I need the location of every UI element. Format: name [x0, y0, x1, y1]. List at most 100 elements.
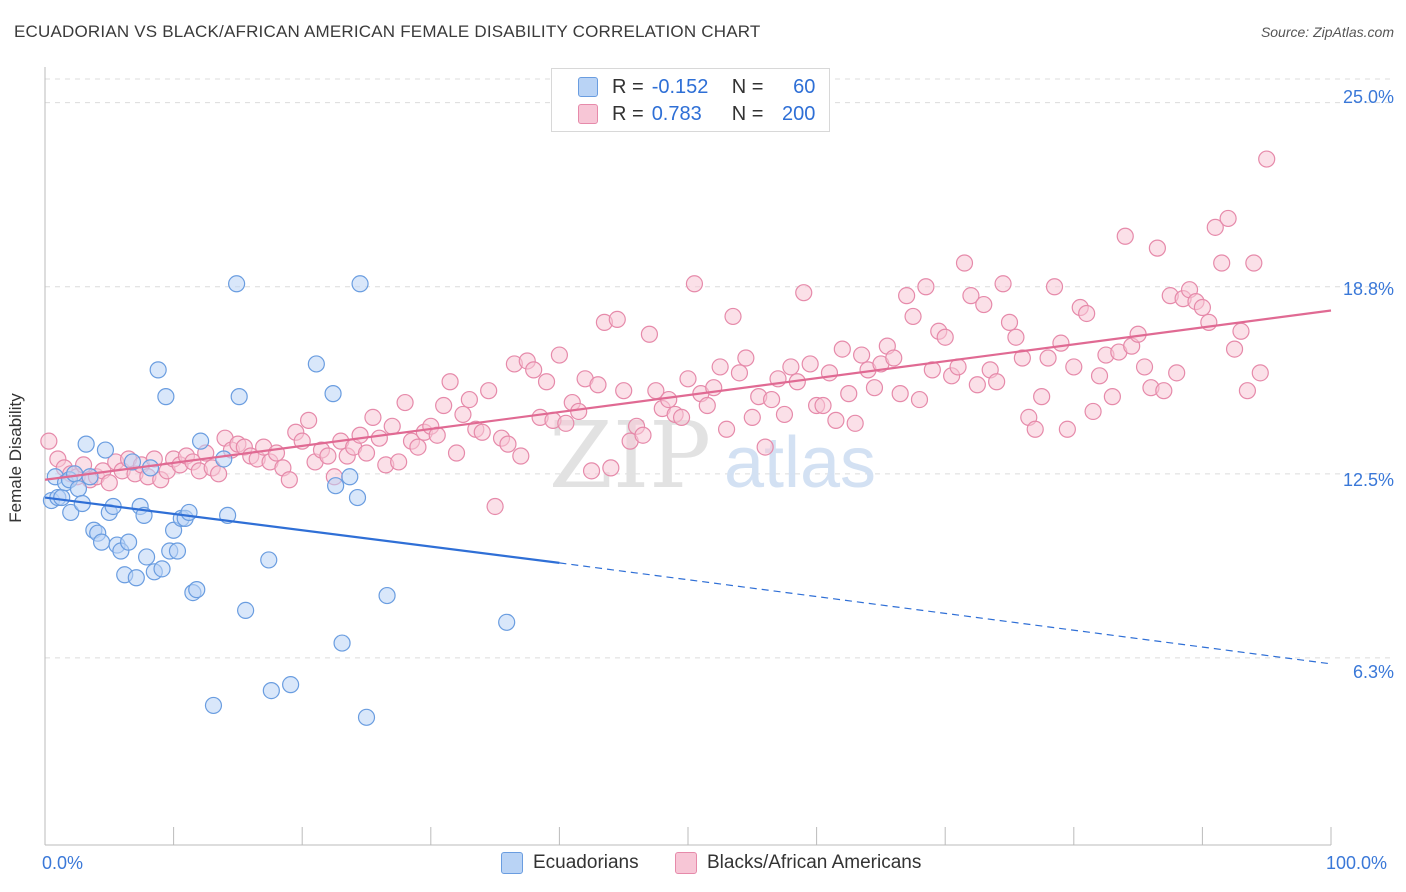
- data-point-ecuadorians: [96, 441, 115, 459]
- y-tick-label-18-8: 18.8%: [1342, 279, 1394, 299]
- data-point-blacks: [853, 346, 871, 364]
- chart-title: ECUADORIAN VS BLACK/AFRICAN AMERICAN FEM…: [14, 22, 761, 41]
- data-point-ecuadorians: [260, 551, 278, 569]
- data-point-blacks: [1258, 150, 1276, 168]
- trend-lines: [44, 309, 1332, 665]
- data-point-blacks: [409, 438, 427, 456]
- data-point-blacks: [833, 340, 851, 358]
- data-point-blacks: [904, 307, 922, 326]
- legend-n-value: 200: [782, 102, 816, 125]
- data-point-blacks: [955, 254, 974, 272]
- data-point-ecuadorians: [157, 388, 175, 406]
- data-point-ecuadorians: [81, 468, 99, 486]
- data-point-blacks: [357, 444, 376, 462]
- data-point-blacks: [608, 310, 626, 329]
- data-point-blacks: [1232, 322, 1250, 340]
- data-point-ecuadorians: [230, 388, 248, 406]
- data-point-ecuadorians: [141, 459, 160, 477]
- data-point-blacks: [615, 382, 633, 400]
- data-point-ecuadorians: [333, 634, 351, 652]
- data-point-blacks: [1116, 227, 1134, 245]
- data-point-blacks: [801, 355, 819, 373]
- data-point-blacks: [988, 373, 1006, 391]
- data-point-blacks: [917, 278, 935, 296]
- data-point-blacks: [486, 497, 504, 516]
- data-point-blacks: [210, 465, 228, 483]
- data-point-blacks: [1135, 358, 1154, 376]
- data-point-blacks: [1007, 328, 1025, 346]
- data-point-blacks: [100, 474, 118, 492]
- data-point-blacks: [1245, 254, 1263, 272]
- data-point-blacks: [1084, 402, 1102, 421]
- legend-swatch-pink: [578, 104, 598, 124]
- data-point-blacks: [537, 373, 556, 391]
- legend-item-blacks: Blacks/African Americans: [675, 852, 921, 874]
- legend-label-ecuadorians: Ecuadorians: [533, 852, 639, 873]
- legend-n-value: 60: [793, 75, 816, 98]
- y-tick-label-25: 25.0%: [1342, 87, 1394, 107]
- data-point-ecuadorians: [62, 503, 80, 522]
- data-point-blacks: [1168, 364, 1186, 382]
- trend-line-ecuadorians: [44, 496, 560, 564]
- data-point-ecuadorians: [127, 569, 145, 587]
- legend-swatch-ecuadorians: [501, 852, 523, 874]
- data-point-blacks: [557, 414, 575, 432]
- data-point-blacks: [968, 376, 986, 394]
- data-point-blacks: [975, 295, 993, 314]
- data-point-blacks: [570, 402, 588, 421]
- data-point-blacks: [370, 429, 388, 447]
- data-point-blacks: [640, 325, 659, 343]
- data-point-blacks: [820, 364, 839, 382]
- trend-line-ecuadorians-extrapolated: [559, 562, 1332, 665]
- data-point-blacks: [737, 349, 755, 367]
- data-point-ecuadorians: [348, 488, 367, 507]
- data-point-ecuadorians: [282, 676, 300, 694]
- data-point-blacks: [390, 453, 408, 471]
- data-point-blacks: [351, 426, 369, 444]
- data-point-blacks: [1238, 382, 1257, 400]
- legend-row-blacks: R = 0.783 N = 200: [578, 102, 815, 126]
- legend-item-ecuadorians: Ecuadorians: [501, 852, 639, 874]
- data-point-blacks: [1219, 209, 1237, 228]
- data-point-blacks: [319, 447, 337, 465]
- data-point-ecuadorians: [327, 477, 345, 495]
- data-point-blacks: [435, 396, 453, 415]
- data-point-blacks: [1052, 334, 1070, 352]
- data-point-ecuadorians: [498, 613, 516, 631]
- legend-r-label: R =: [612, 102, 644, 125]
- data-point-blacks: [1065, 358, 1083, 376]
- data-point-ecuadorians: [65, 465, 84, 483]
- data-point-blacks: [756, 438, 774, 456]
- data-point-blacks: [582, 462, 601, 480]
- data-point-blacks: [1193, 298, 1212, 317]
- data-point-blacks: [480, 382, 498, 400]
- watermark: ZIP atlas: [549, 402, 876, 509]
- data-point-blacks: [512, 447, 530, 465]
- y-tick-label-6-3: 6.3%: [1352, 662, 1394, 682]
- data-point-blacks: [685, 275, 704, 293]
- data-point-blacks: [730, 364, 749, 382]
- data-point-blacks: [441, 373, 459, 391]
- data-point-blacks: [602, 459, 620, 477]
- data-point-blacks: [364, 408, 382, 426]
- data-point-blacks: [724, 307, 742, 326]
- data-point-ecuadorians: [123, 453, 142, 471]
- data-point-ecuadorians: [168, 542, 187, 560]
- data-point-ecuadorians: [357, 708, 376, 726]
- axes: [44, 67, 1332, 846]
- data-point-ecuadorians: [204, 696, 223, 715]
- data-point-blacks: [1148, 239, 1166, 257]
- data-point-blacks: [910, 390, 929, 409]
- x-tick-label-min: 0.0%: [42, 853, 84, 873]
- legend-n-label: N =: [731, 75, 764, 98]
- legend-swatch-blue: [578, 77, 598, 97]
- data-point-blacks: [782, 358, 800, 376]
- data-point-ecuadorians: [378, 586, 396, 605]
- y-axis-label: Female Disability: [6, 393, 25, 523]
- source-credit: Source: ZipAtlas.com: [1260, 24, 1394, 40]
- data-point-ecuadorians: [92, 533, 111, 551]
- data-point-blacks: [1033, 388, 1051, 406]
- data-point-blacks: [1225, 340, 1244, 358]
- data-point-blacks: [717, 420, 736, 438]
